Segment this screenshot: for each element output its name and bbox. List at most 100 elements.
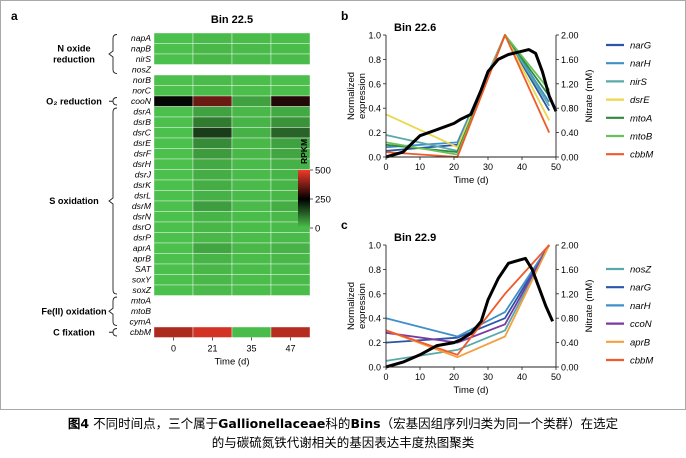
heatmap-cell — [270, 326, 311, 338]
bin226-y-tick-label: 0.4 — [368, 104, 381, 114]
heatmap-cell — [270, 253, 311, 265]
group-label: N oxide — [57, 44, 90, 54]
bin226-y2-tick-label: 1.20 — [561, 79, 579, 89]
heatmap-cell — [153, 148, 194, 160]
heatmap-cell — [192, 32, 233, 44]
bin229-ylabel-line: Normalized — [346, 282, 357, 330]
group-label: Fe(II) oxidation — [41, 306, 107, 316]
heatmap-cell — [192, 263, 233, 275]
heatmap-row-label: aprB — [133, 254, 151, 264]
bin226-x-tick-label: 20 — [449, 162, 459, 172]
heatmap-cell — [231, 85, 272, 97]
heatmap-cell — [231, 274, 272, 286]
bin229-series-narG — [385, 244, 550, 344]
heatmap-row-label: dsrP — [133, 233, 151, 243]
bin229-y-tick-label: 0.6 — [368, 289, 381, 299]
heatmap-cell — [193, 295, 232, 306]
heatmap-cell — [270, 43, 311, 55]
heatmap-cell — [231, 211, 272, 223]
heatmap-cell — [270, 127, 311, 139]
bin229-series-ccoN — [385, 244, 550, 344]
heatmap-cell — [270, 284, 311, 296]
heatmap-cell — [153, 32, 194, 44]
heatmap-cell — [270, 53, 311, 65]
heatmap-row-label: dsrH — [133, 159, 152, 169]
heatmap-row-label: dsrK — [133, 180, 152, 190]
heatmap-cell — [154, 316, 193, 327]
heatmap-cell — [231, 158, 272, 170]
group-label: S oxidation — [49, 196, 99, 206]
caption-pre: 不同时间点，三个属于 — [93, 416, 219, 431]
bin226-legend-label: dsrE — [630, 95, 650, 106]
bin229-series-aprB — [385, 244, 551, 359]
heatmap-cell — [192, 221, 233, 233]
bin226-legend-label: mtoB — [630, 132, 653, 143]
bin229-legend-label: cbbM — [630, 356, 653, 367]
heatmap-row-label: norB — [133, 75, 151, 85]
heatmap-cell — [270, 74, 311, 86]
bin229-x-tick-label: 10 — [415, 372, 425, 382]
heatmap-row-label: dsrB — [133, 117, 151, 127]
heatmap-cell — [270, 95, 311, 107]
heatmap-cell — [153, 211, 194, 223]
heatmap-cell — [232, 64, 271, 75]
bin229-legend-label: ccoN — [630, 319, 652, 330]
heatmap-cell — [192, 211, 233, 223]
heatmap-cell — [153, 137, 194, 149]
heatmap-row-label: napA — [131, 33, 151, 43]
heatmap-cell — [153, 253, 194, 265]
bin226-ylabel-line: expression — [357, 73, 368, 119]
bin226-series-narG — [385, 34, 550, 152]
heatmap-cell — [192, 74, 233, 86]
heatmap-cell — [153, 232, 194, 244]
heatmap-row-label: SAT — [135, 264, 152, 274]
bin229-y-tick-label: 0.8 — [368, 265, 381, 275]
heatmap-cell — [231, 32, 272, 44]
heatmap-cell — [153, 326, 194, 338]
heatmap-cell — [192, 190, 233, 202]
heatmap-cell — [270, 32, 311, 44]
heatmap-row-label: norC — [132, 86, 151, 96]
heatmap-cell — [192, 158, 233, 170]
heatmap-cell — [153, 263, 194, 275]
bin229-x-tick-label: 20 — [449, 372, 459, 382]
heatmap-cell — [270, 85, 311, 97]
bin226-y2-tick-label: 2.00 — [561, 31, 579, 41]
group-bracket — [109, 328, 118, 337]
bin229-y2-tick-label: 0.80 — [561, 314, 579, 324]
bin226-title: Bin 22.6 — [394, 22, 436, 34]
heatmap-cell — [192, 95, 233, 107]
heatmap-row-label: dsrN — [133, 212, 152, 222]
heatmap-cell — [231, 200, 272, 212]
figure-caption: 图4 不同时间点，三个属于Gallionellaceae科的Bins（宏基因组序… — [0, 410, 686, 458]
heatmap-cell — [153, 106, 194, 118]
heatmap-cell — [232, 295, 271, 306]
heatmap-cell — [153, 127, 194, 139]
heatmap-row-label: dsrE — [133, 138, 151, 148]
bin229-legend-label: nosZ — [630, 265, 652, 276]
heatmap-cell — [231, 137, 272, 149]
bin226-x-tick-label: 30 — [483, 162, 493, 172]
bin226-y2-tick-label: 0.80 — [561, 104, 579, 114]
heatmap-row-label: dsrJ — [135, 170, 152, 180]
heatmap-cell — [192, 242, 233, 254]
bin226-y2label: Nitrate (mM) — [584, 70, 595, 123]
heatmap-cell — [153, 85, 194, 97]
bin229-legend-label: narG — [630, 283, 651, 294]
group-bracket — [108, 296, 118, 326]
bin229-y2-tick-label: 0.00 — [561, 363, 579, 373]
colorbar-tick-label: 0 — [315, 224, 320, 235]
heatmap-cell — [270, 274, 311, 286]
heatmap-cell — [231, 242, 272, 254]
heatmap-row-label: dsrA — [133, 107, 151, 117]
heatmap-cell — [154, 295, 193, 306]
group-bracket — [108, 107, 118, 295]
caption-line-2: 的与碳硫氮铁代谢相关的基因表达丰度热图聚类 — [211, 435, 475, 450]
bin226-panel-letter: b — [341, 9, 348, 23]
heatmap-cell — [153, 95, 194, 107]
heatmap-cell — [154, 64, 193, 75]
bin229-x-tick-label: 40 — [517, 372, 527, 382]
heatmap-cell — [153, 179, 194, 191]
heatmap-cell — [153, 274, 194, 286]
heatmap-cell — [231, 253, 272, 265]
